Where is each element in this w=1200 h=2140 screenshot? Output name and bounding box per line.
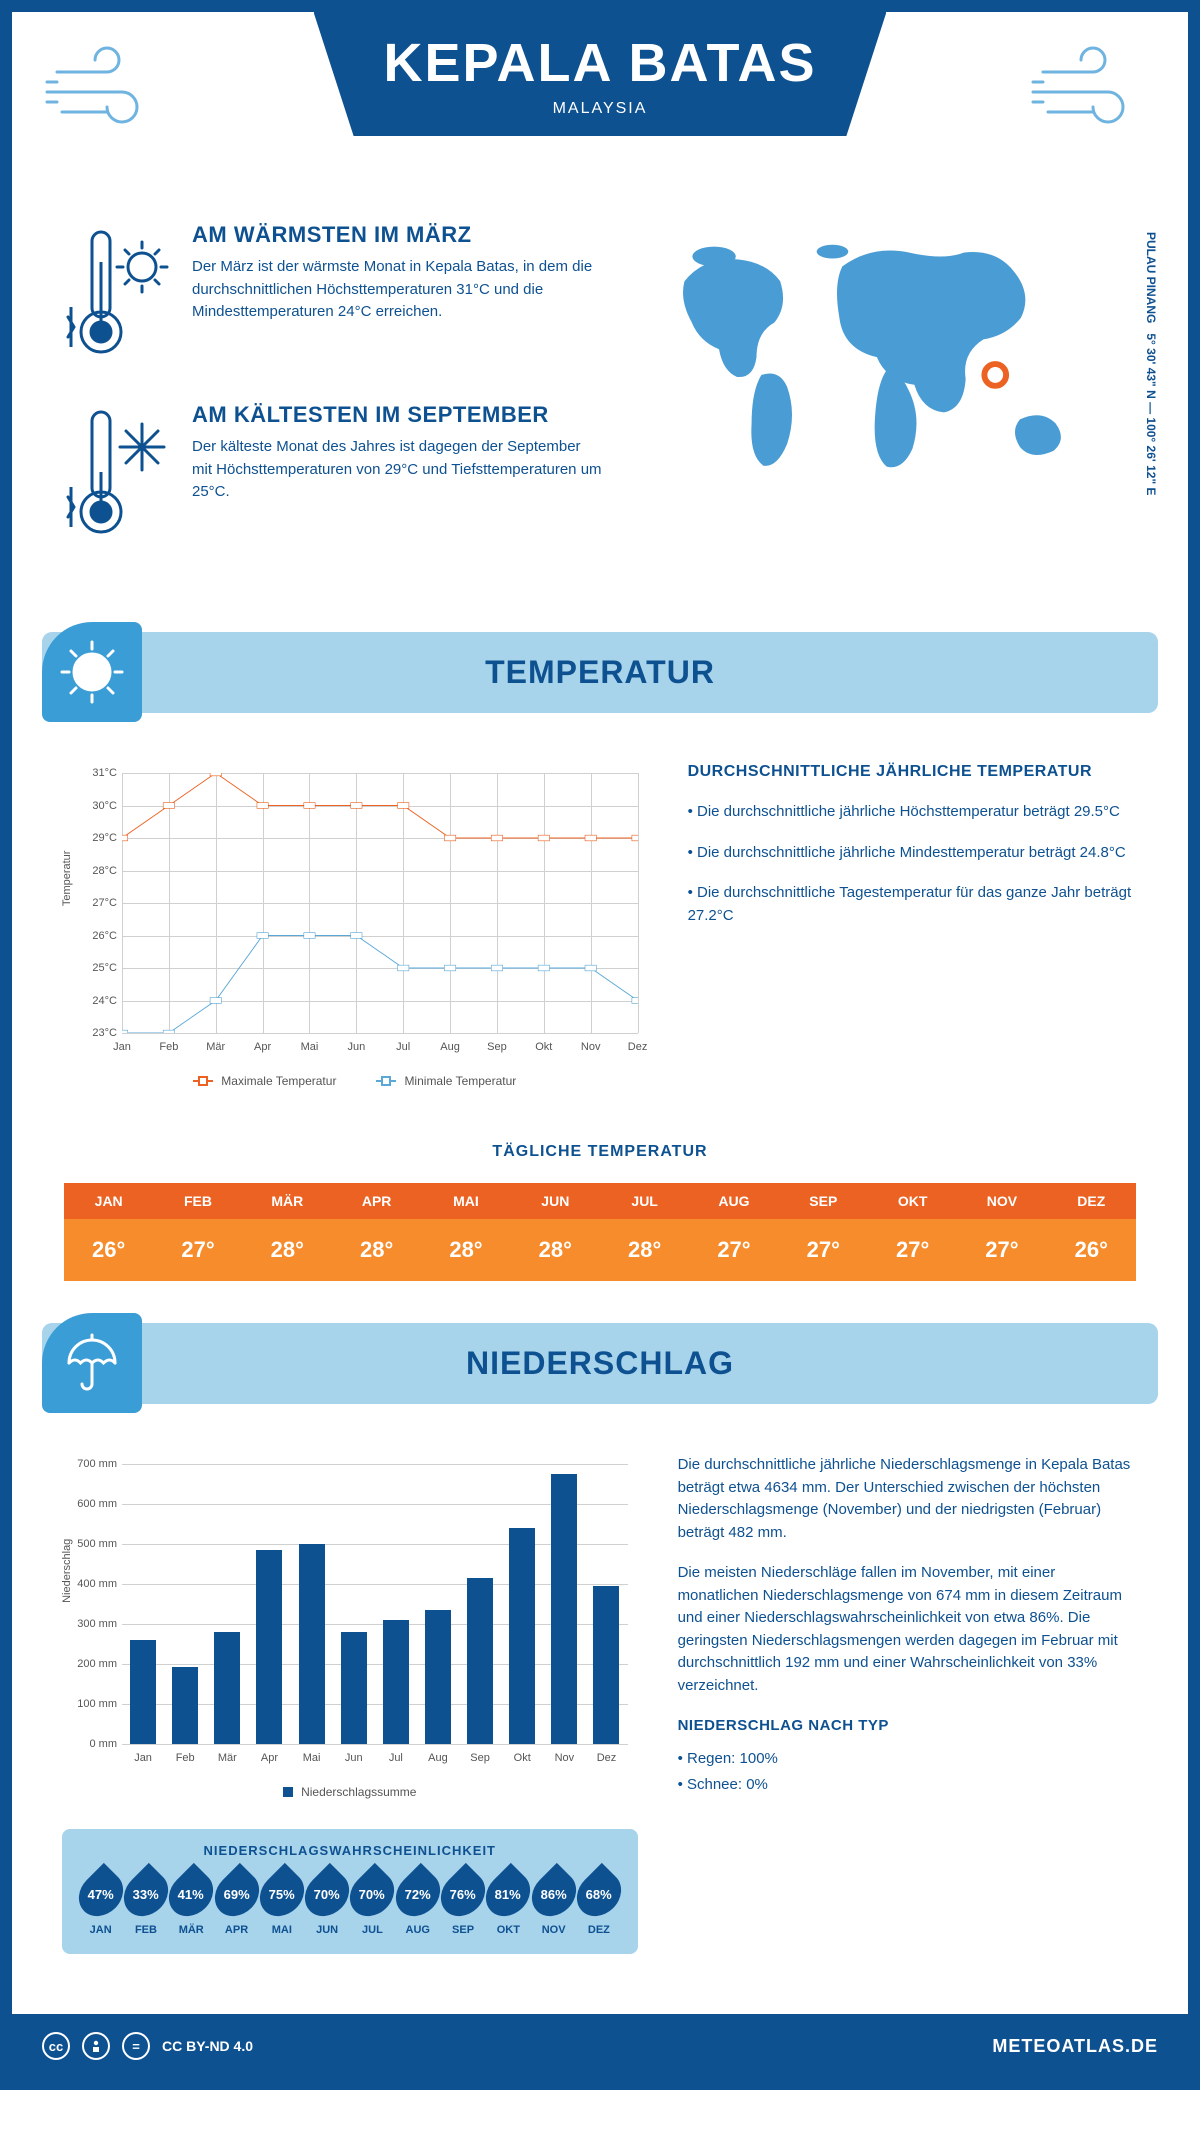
precip-bar xyxy=(130,1640,156,1744)
probability-drop: 47%JAN xyxy=(78,1870,123,1936)
temperature-section-header: TEMPERATUR xyxy=(42,632,1158,713)
temperature-line-chart: Temperatur .legend-line[style*='eb6222']… xyxy=(62,763,648,1093)
warmest-title: AM WÄRMSTEN IM MÄRZ xyxy=(192,222,605,248)
temp-table-cell: OKT27° xyxy=(868,1183,957,1281)
coordinates-label: PULAU PINANG 5° 30' 43" N — 100° 26' 12"… xyxy=(1144,232,1158,495)
temp-text-heading: DURCHSCHNITTLICHE JÄHRLICHE TEMPERATUR xyxy=(688,763,1138,781)
precipitation-bar-chart: Niederschlag Niederschlagssumme 0 mm100 … xyxy=(62,1454,638,1804)
license-label: CC BY-ND 4.0 xyxy=(162,2038,253,2054)
page-subtitle: MALAYSIA xyxy=(384,100,817,118)
world-map xyxy=(645,222,1138,498)
probability-drop: 33%FEB xyxy=(123,1870,168,1936)
temp-table-cell: DEZ26° xyxy=(1047,1183,1136,1281)
probability-drop: 81%OKT xyxy=(486,1870,531,1936)
wind-icon-right xyxy=(1028,42,1158,147)
daily-temp-title: TÄGLICHE TEMPERATUR xyxy=(62,1143,1138,1161)
probability-drop: 41%MÄR xyxy=(169,1870,214,1936)
cc-by-icon xyxy=(82,2032,110,2060)
temp-table-cell: JUN28° xyxy=(511,1183,600,1281)
precip-bar xyxy=(299,1544,325,1744)
temp-table-cell: JAN26° xyxy=(64,1183,153,1281)
precip-bar xyxy=(467,1578,493,1744)
warmest-desc: Der März ist der wärmste Monat in Kepala… xyxy=(192,256,605,324)
thermometer-hot-icon xyxy=(62,222,172,367)
cc-nd-icon: = xyxy=(122,2032,150,2060)
temp-table-cell: MÄR28° xyxy=(243,1183,332,1281)
warmest-fact: AM WÄRMSTEN IM MÄRZ Der März ist der wär… xyxy=(62,222,605,367)
temp-table-cell: AUG27° xyxy=(689,1183,778,1281)
temperature-heading: TEMPERATUR xyxy=(72,654,1128,691)
precip-bar xyxy=(425,1610,451,1744)
precip-bar xyxy=(172,1667,198,1744)
precip-bar xyxy=(341,1632,367,1744)
precip-bar xyxy=(551,1474,577,1744)
probability-drop: 76%SEP xyxy=(440,1870,485,1936)
temp-table-cell: FEB27° xyxy=(153,1183,242,1281)
precip-bar xyxy=(383,1620,409,1744)
sun-section-icon xyxy=(42,622,142,722)
precip-chart-legend: Niederschlagssumme xyxy=(62,1785,638,1799)
probability-drop: 86%NOV xyxy=(531,1870,576,1936)
precip-type-heading: NIEDERSCHLAG NACH TYP xyxy=(678,1715,1138,1738)
prob-panel-title: NIEDERSCHLAGSWAHRSCHEINLICHKEIT xyxy=(78,1843,622,1858)
probability-drop: 68%DEZ xyxy=(576,1870,621,1936)
probability-drop: 72%AUG xyxy=(395,1870,440,1936)
page-footer: cc = CC BY-ND 4.0 METEOATLAS.DE xyxy=(12,2014,1188,2078)
precip-bar xyxy=(509,1528,535,1744)
cc-icon: cc xyxy=(42,2032,70,2060)
header-banner: KEPALA BATAS MALAYSIA xyxy=(12,12,1188,202)
coldest-fact: AM KÄLTESTEN IM SEPTEMBER Der kälteste M… xyxy=(62,402,605,547)
precip-bar xyxy=(214,1632,240,1744)
title-flag: KEPALA BATAS MALAYSIA xyxy=(314,12,887,136)
brand-label: METEOATLAS.DE xyxy=(992,2036,1158,2057)
umbrella-section-icon xyxy=(42,1313,142,1413)
wind-icon-left xyxy=(42,42,172,147)
probability-drop: 69%APR xyxy=(214,1870,259,1936)
page-title: KEPALA BATAS xyxy=(384,32,817,94)
temp-table-cell: APR28° xyxy=(332,1183,421,1281)
intro-section: AM WÄRMSTEN IM MÄRZ Der März ist der wär… xyxy=(12,202,1188,612)
temp-chart-legend: .legend-line[style*='eb6222']::after{bor… xyxy=(62,1074,648,1088)
precip-bar xyxy=(593,1586,619,1744)
precipitation-section-header: NIEDERSCHLAG xyxy=(42,1323,1158,1404)
temp-table-cell: MAI28° xyxy=(421,1183,510,1281)
precipitation-summary-text: Die durchschnittliche jährliche Niedersc… xyxy=(678,1454,1138,1954)
temperature-summary-text: DURCHSCHNITTLICHE JÄHRLICHE TEMPERATUR •… xyxy=(688,763,1138,1093)
precip-bar xyxy=(256,1550,282,1744)
temp-table-cell: JUL28° xyxy=(600,1183,689,1281)
temp-table-cell: NOV27° xyxy=(957,1183,1046,1281)
temp-table-cell: SEP27° xyxy=(779,1183,868,1281)
precipitation-heading: NIEDERSCHLAG xyxy=(72,1345,1128,1382)
coldest-desc: Der kälteste Monat des Jahres ist dagege… xyxy=(192,436,605,504)
daily-temperature-table: TÄGLICHE TEMPERATUR JAN26°FEB27°MÄR28°AP… xyxy=(12,1123,1188,1303)
coldest-title: AM KÄLTESTEN IM SEPTEMBER xyxy=(192,402,605,428)
probability-drop: 70%JUL xyxy=(350,1870,395,1936)
precipitation-probability-panel: NIEDERSCHLAGSWAHRSCHEINLICHKEIT 47%JAN33… xyxy=(62,1829,638,1954)
thermometer-cold-icon xyxy=(62,402,172,547)
probability-drop: 75%MAI xyxy=(259,1870,304,1936)
probability-drop: 70%JUN xyxy=(304,1870,349,1936)
